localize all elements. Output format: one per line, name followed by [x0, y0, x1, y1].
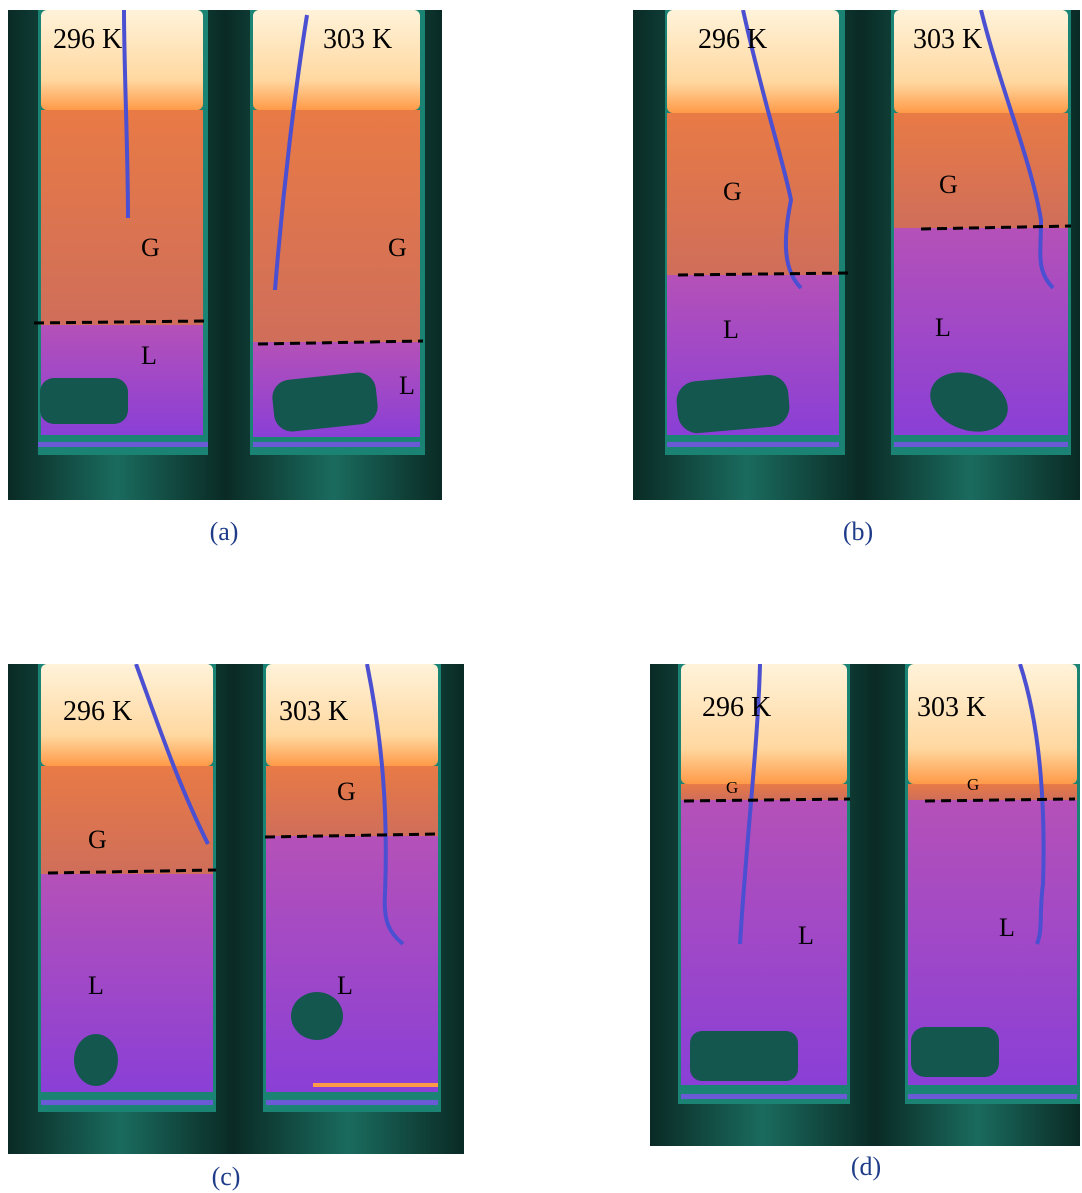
caption-c: (c): [211, 1162, 241, 1191]
temperature-label: 296 K: [702, 692, 771, 723]
gas-label: G: [967, 775, 979, 794]
temperature-label: 303 K: [917, 692, 986, 723]
gas-label: G: [141, 233, 160, 262]
liquid-label: L: [723, 315, 739, 344]
liquid-label: L: [88, 971, 104, 1000]
caption-a: (a): [209, 517, 239, 546]
gas-label: G: [723, 177, 742, 206]
panel-c-image: 296 K G L 303 K G L: [8, 663, 464, 1154]
tube-303k: 303 K G L: [875, 663, 1080, 1146]
tube-296k: 296 K G L: [650, 663, 875, 1146]
tube-296k: 296 K G L: [8, 9, 225, 500]
panel-a-image: 296 K G L 303 K G L: [8, 9, 442, 500]
liquid-label: L: [337, 971, 353, 1000]
liquid-label: L: [798, 921, 814, 950]
panel-d-image: 296 K G L 303 K G L: [650, 663, 1080, 1146]
caption-d: (d): [850, 1152, 882, 1181]
panel-d: 296 K G L 303 K G L: [650, 663, 1080, 1151]
tube-303k: 303 K G L: [861, 9, 1080, 500]
tube-303k: 303 K G L: [233, 663, 464, 1154]
panel-c: 296 K G L 303 K G L: [8, 663, 464, 1159]
temperature-label: 303 K: [913, 24, 982, 55]
tube-303k: 303 K G L: [225, 10, 442, 500]
temperature-label: 296 K: [63, 696, 132, 727]
gas-label: G: [939, 170, 958, 199]
tube-296k: 296 K G L: [633, 9, 861, 500]
caption-b: (b): [842, 517, 874, 546]
liquid-label: L: [399, 371, 415, 400]
gas-label: G: [388, 233, 407, 262]
temperature-label: 296 K: [698, 24, 767, 55]
liquid-label: L: [141, 341, 157, 370]
panel-b-image: 296 K G L 303 K G L: [633, 9, 1080, 500]
gas-label: G: [88, 825, 107, 854]
liquid-label: L: [999, 913, 1015, 942]
panel-a: 296 K G L 303 K G L: [8, 9, 442, 505]
gas-label: G: [337, 777, 356, 806]
panel-b: 296 K G L 303 K G L: [633, 9, 1080, 505]
gas-label: G: [726, 778, 738, 797]
liquid-label: L: [935, 313, 951, 342]
temperature-label: 296 K: [53, 24, 122, 55]
temperature-label: 303 K: [279, 696, 348, 727]
tube-296k: 296 K G L: [8, 663, 233, 1154]
temperature-label: 303 K: [323, 24, 392, 55]
